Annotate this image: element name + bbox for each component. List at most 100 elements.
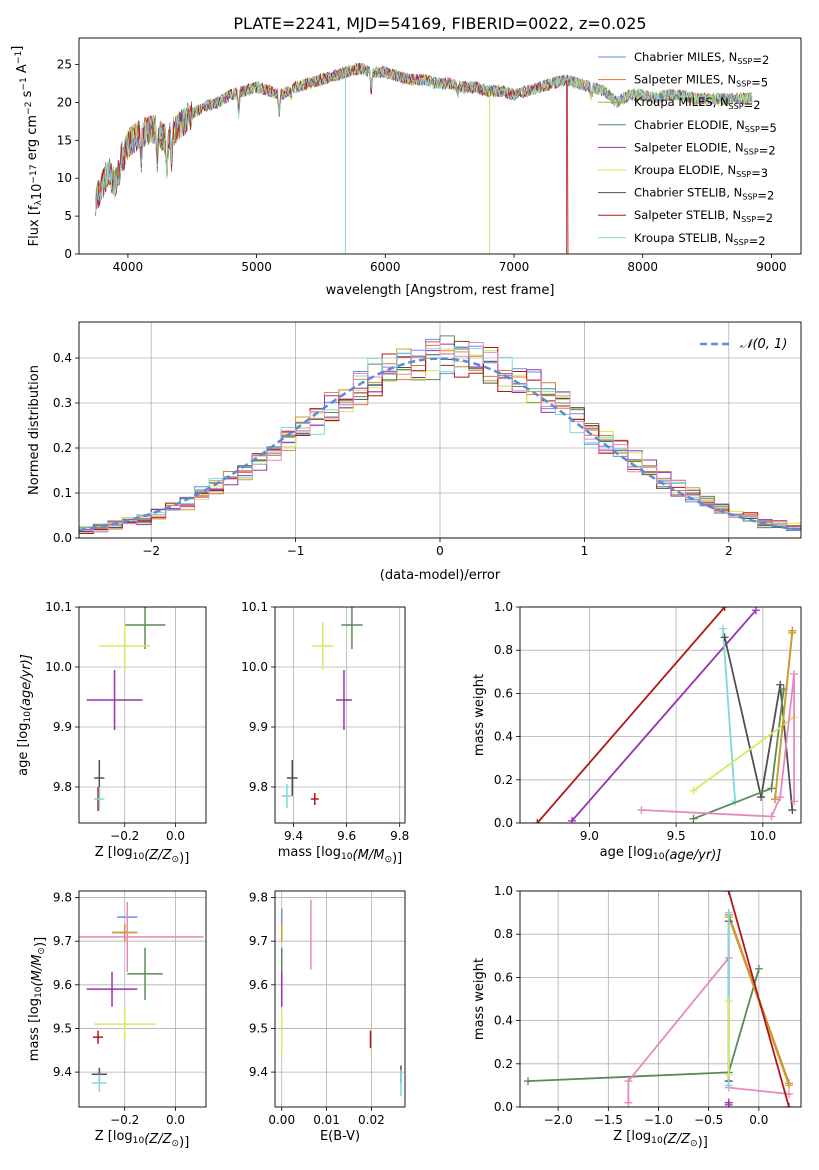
z_age-xlabel-part: Z [log xyxy=(95,845,133,860)
z_weight-marker xyxy=(624,1098,633,1107)
age_weight-plot-area xyxy=(533,607,799,823)
z_weight-ytick-label: 0.6 xyxy=(494,970,513,984)
legend-label: Salpeter ELODIE, NSSP=2 xyxy=(634,140,776,157)
z_weight-series-line xyxy=(727,891,790,1107)
z_weight-marker xyxy=(784,1103,793,1107)
ebv_mass-axes: 0.00 0.01 0.02 9.4 9.5 9.6 9.7 9.8 xyxy=(249,891,406,1127)
residuals-xtick-label: 2 xyxy=(725,544,733,558)
age_weight-xlabel-part: (age/yr)] xyxy=(664,848,721,863)
z_weight-xlabel-part: ⊙ xyxy=(690,1139,698,1149)
age_weight-axes: 9.0 9.5 10.0 0.0 0.2 0.4 0.6 0.8 1.0 xyxy=(494,600,802,843)
z_weight-xtick-label: −1.0 xyxy=(644,1113,673,1127)
ebv_mass-ytick-label: 9.8 xyxy=(249,891,268,905)
residuals-ytick-label: 0.2 xyxy=(53,441,72,455)
z_mass-ytick-label: 9.5 xyxy=(53,1021,72,1035)
spectrum-xtick-label: 9000 xyxy=(756,260,787,274)
age_weight-series-line xyxy=(692,716,795,792)
age_weight-marker xyxy=(767,812,776,821)
mass_age-xlabel-part: ⊙ xyxy=(384,855,392,865)
legend-label-part: =2 xyxy=(759,143,776,157)
legend-label: Salpeter STELIB, NSSP=2 xyxy=(634,208,773,225)
residuals-xtick-label: 0 xyxy=(436,544,444,558)
figure-title: PLATE=2241, MJD=54169, FIBERID=0022, z=0… xyxy=(233,14,646,33)
age_weight-marker xyxy=(568,816,577,823)
legend-label-part: =2 xyxy=(749,234,766,248)
mass_age-ytick-label: 10.0 xyxy=(241,660,268,674)
age_weight-marker xyxy=(790,797,799,806)
residuals-xlabel: (data-model)/error xyxy=(380,568,501,583)
mass_age-frame xyxy=(274,606,406,824)
legend-label-part: SSP xyxy=(729,102,744,111)
spectrum-ylabel-part: −2 xyxy=(24,102,34,115)
mass_age-xlabel-part: (M/M xyxy=(353,848,385,863)
z_mass-ylabel-part: (M/M xyxy=(30,955,45,987)
age_weight-marker xyxy=(770,795,779,804)
z_mass-xlabel-part: (Z/Z xyxy=(144,1132,172,1147)
z_mass-xtick-label: −0.2 xyxy=(110,1113,139,1127)
residuals-xtick-label: −1 xyxy=(287,544,305,558)
age_weight-xtick-label: 9.5 xyxy=(667,829,686,843)
z_weight-xlabel-part: )] xyxy=(698,1135,708,1150)
ebv_mass-ytick-label: 9.5 xyxy=(249,1021,268,1035)
legend-label-part: SSP xyxy=(744,147,759,156)
z_mass-frame xyxy=(78,890,207,1108)
z_weight-marker xyxy=(624,1077,633,1086)
mass_age-xlabel-part: )] xyxy=(392,851,402,866)
legend-label: Chabrier MILES, NSSP=2 xyxy=(634,50,769,67)
mass_age-xtick-label: 9.4 xyxy=(284,829,303,843)
age_weight-marker xyxy=(720,633,729,642)
legend-label-part: SSP xyxy=(734,238,749,247)
spectrum-ylabel-part: erg cm xyxy=(25,115,40,164)
ebv_mass-xlabel: E(B-V) xyxy=(320,1129,360,1144)
ebv_mass-plot-area xyxy=(280,899,402,1097)
ebv_mass-ytick-label: 9.6 xyxy=(249,978,268,992)
mass_age-xlabel-part: 10 xyxy=(341,852,353,862)
spectrum-ylabel-part: λ xyxy=(34,200,44,206)
age_weight-frame xyxy=(519,606,802,824)
spectrum-ytick-label: 20 xyxy=(57,95,72,109)
z_weight-xtick-label: −1.5 xyxy=(594,1113,623,1127)
ebv_mass-xtick-label: 0.01 xyxy=(313,1113,340,1127)
z_mass-xlabel-part: 10 xyxy=(133,1136,145,1146)
z_age-xlabel-part: 10 xyxy=(133,852,145,862)
spectrum-ylabel-part: s xyxy=(20,90,35,101)
z_mass-ylabel: mass [log10(M/M⊙)] xyxy=(27,937,48,1061)
age_weight-ytick-label: 0.6 xyxy=(494,686,513,700)
residuals-ytick-label: 0.1 xyxy=(53,486,72,500)
z_weight-ytick-label: 0.4 xyxy=(494,1014,513,1028)
legend-label-part: Kroupa MILES, N xyxy=(634,95,729,109)
legend-label-part: Salpeter ELODIE, N xyxy=(634,140,744,154)
z_age-xlabel: Z [log10(Z/Z⊙)] xyxy=(95,845,190,866)
z_mass-axes: −0.2 0.0 9.4 9.5 9.6 9.7 9.8 xyxy=(53,890,207,1127)
mass_age-xlabel: mass [log10(M/M⊙)] xyxy=(278,845,402,866)
z_weight-xlabel-part: Z [log xyxy=(613,1129,651,1144)
legend-label: Kroupa ELODIE, NSSP=3 xyxy=(634,163,768,180)
z_weight-xlabel-part: 10 xyxy=(651,1136,663,1146)
age_weight-series-line xyxy=(571,609,757,822)
age_weight-marker xyxy=(751,607,760,615)
legend-label-part: Chabrier MILES, N xyxy=(634,50,737,64)
mass_age-xtick-label: 9.6 xyxy=(337,829,356,843)
spectrum-ytick-label: 10 xyxy=(57,171,72,185)
residuals-ytick-label: 0.3 xyxy=(53,396,72,410)
age_weight-marker xyxy=(788,628,797,637)
legend-label-part: SSP xyxy=(737,57,752,66)
spectrum-ylabel-part: 10 xyxy=(30,184,45,201)
legend-label: Chabrier STELIB, NSSP=2 xyxy=(634,186,774,203)
z_weight-xtick-label: 0.0 xyxy=(749,1113,768,1127)
z_weight-series-line xyxy=(527,968,760,1082)
legend-label-part: SSP xyxy=(741,215,756,224)
z_weight-marker xyxy=(724,908,733,917)
legend-label-part: =3 xyxy=(751,166,768,180)
z_age-xtick-label: −0.2 xyxy=(110,829,139,843)
z_mass-xtick-label: 0.0 xyxy=(166,1113,185,1127)
spectrum-frame xyxy=(78,37,802,255)
z_age-frame xyxy=(78,606,207,824)
legend-label-part: Kroupa STELIB, N xyxy=(634,231,734,245)
spectrum-ylabel-part: −1 xyxy=(14,51,24,64)
z_weight-xtick-label: −0.5 xyxy=(694,1113,723,1127)
spectrum-ytick-label: 15 xyxy=(57,133,72,147)
spectrum-axes: 4000 5000 6000 7000 8000 9000 0 5 10 15 20 25 xyxy=(57,37,802,274)
z_weight-ytick-label: 0.0 xyxy=(494,1100,513,1114)
legend-label-part: Salpeter STELIB, N xyxy=(634,208,741,222)
